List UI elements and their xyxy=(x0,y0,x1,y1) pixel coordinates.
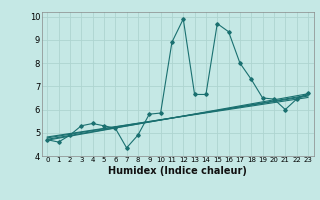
X-axis label: Humidex (Indice chaleur): Humidex (Indice chaleur) xyxy=(108,166,247,176)
